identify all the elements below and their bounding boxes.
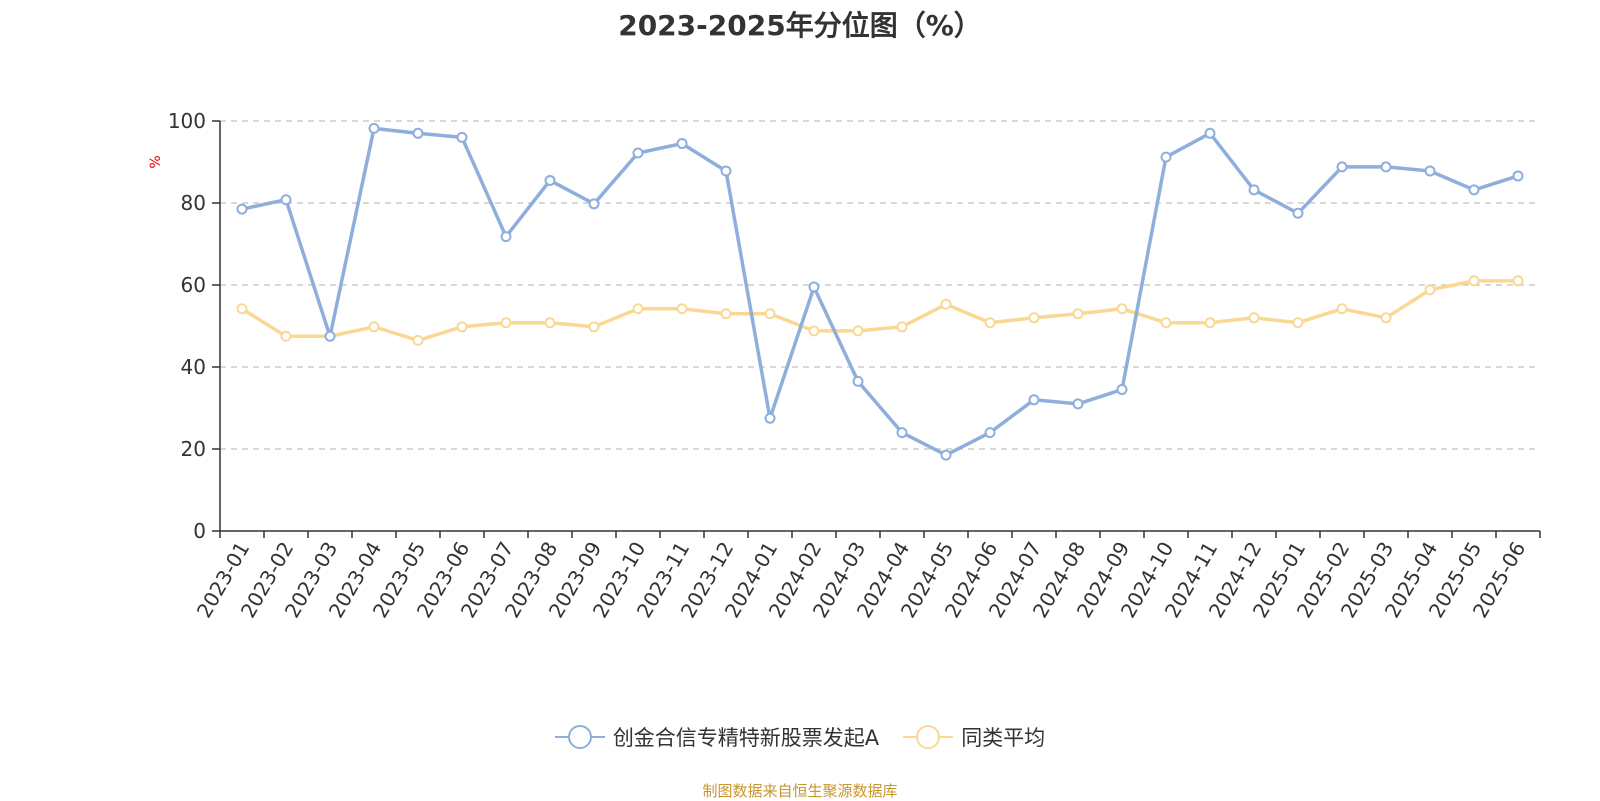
data-point-fund <box>588 198 600 210</box>
data-point-average <box>1292 317 1304 329</box>
data-point-average <box>676 303 688 315</box>
legend-marker-average <box>903 724 954 750</box>
data-point-average <box>588 321 600 333</box>
data-point-average <box>456 321 468 333</box>
data-point-fund <box>720 165 732 177</box>
series-line-fund <box>241 126 1519 457</box>
data-point-average <box>852 325 864 337</box>
y-tick-label: 20 <box>181 437 206 461</box>
data-point-fund <box>1380 161 1392 173</box>
data-point-average <box>940 298 952 310</box>
data-point-average <box>236 303 248 315</box>
data-point-fund <box>500 231 512 243</box>
data-point-fund <box>1336 161 1348 173</box>
y-tick-label: 40 <box>181 355 206 379</box>
data-point-fund <box>1204 127 1216 139</box>
y-tick-label: 80 <box>181 191 206 215</box>
data-point-fund <box>1424 165 1436 177</box>
data-point-fund <box>676 138 688 150</box>
data-point-average <box>1336 303 1348 315</box>
data-point-average <box>1468 275 1480 287</box>
data-point-average <box>1424 284 1436 296</box>
y-tick-label: 100 <box>168 109 206 133</box>
legend: 创金合信专精特新股票发起A 同类平均 <box>0 722 1600 752</box>
data-point-fund <box>632 147 644 159</box>
data-point-fund <box>764 412 776 424</box>
data-point-fund <box>1292 207 1304 219</box>
data-point-fund <box>368 122 380 134</box>
data-point-average <box>984 317 996 329</box>
data-point-average <box>808 325 820 337</box>
data-point-fund <box>896 427 908 439</box>
data-point-fund <box>236 203 248 215</box>
data-point-fund <box>1468 184 1480 196</box>
data-point-average <box>368 321 380 333</box>
data-point-average <box>1512 275 1524 287</box>
y-tick-label: 60 <box>181 273 206 297</box>
data-point-average <box>720 308 732 320</box>
data-point-average <box>412 334 424 346</box>
data-point-fund <box>456 131 468 143</box>
data-point-average <box>1116 303 1128 315</box>
legend-item-average[interactable]: 同类平均 <box>903 722 1045 752</box>
data-point-fund <box>280 194 292 206</box>
data-point-fund <box>1116 384 1128 396</box>
data-point-average <box>500 317 512 329</box>
data-point-fund <box>412 127 424 139</box>
data-point-average <box>280 330 292 342</box>
data-point-average <box>896 321 908 333</box>
data-source-note: 制图数据来自恒生聚源数据库 <box>702 782 898 800</box>
data-point-average <box>544 317 556 329</box>
data-point-fund <box>544 174 556 186</box>
data-point-fund <box>940 449 952 461</box>
legend-label-fund: 创金合信专精特新股票发起A <box>612 726 880 750</box>
data-point-average <box>1072 308 1084 320</box>
data-point-fund <box>1072 398 1084 410</box>
data-point-average <box>1204 317 1216 329</box>
data-point-average <box>1028 312 1040 324</box>
data-point-average <box>1160 317 1172 329</box>
data-point-fund <box>984 427 996 439</box>
data-point-fund <box>1512 170 1524 182</box>
y-axis-label: % <box>148 155 164 168</box>
data-point-average <box>764 308 776 320</box>
chart-title: 2023-2025年分位图（%） <box>618 9 982 42</box>
legend-label-average: 同类平均 <box>961 726 1046 750</box>
legend-marker-fund <box>554 724 605 750</box>
data-point-fund <box>852 375 864 387</box>
data-point-average <box>632 303 644 315</box>
y-tick-label: 0 <box>193 519 206 543</box>
data-point-fund <box>1028 394 1040 406</box>
data-point-fund <box>324 330 336 342</box>
data-point-average <box>1248 312 1260 324</box>
data-point-fund <box>808 281 820 293</box>
legend-item-fund[interactable]: 创金合信专精特新股票发起A <box>554 722 880 752</box>
data-point-fund <box>1248 184 1260 196</box>
data-point-fund <box>1160 151 1172 163</box>
series-line-average <box>241 279 1518 343</box>
data-point-average <box>1380 312 1392 324</box>
